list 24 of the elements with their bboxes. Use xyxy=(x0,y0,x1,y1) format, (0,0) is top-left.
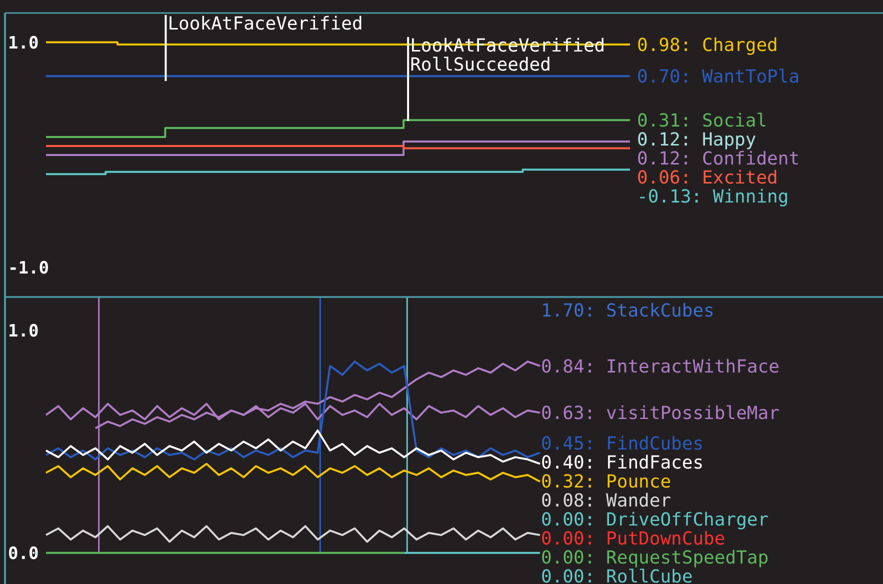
series-label: 0.70: WantToPla xyxy=(637,66,800,88)
legend-label: 0.00: DriveOffCharger xyxy=(541,509,769,530)
series-label: 0.63: visitPossibleMar xyxy=(541,402,780,424)
text: 0.00: RequestSpeedTap xyxy=(541,547,769,568)
series-label: 0.84: InteractWithFace xyxy=(541,356,780,378)
series-label: 0.45: FindCubes xyxy=(541,433,704,454)
annotation: LookAtFaceVerified xyxy=(168,13,363,34)
legend-label: 0.00: PutDownCube xyxy=(541,528,726,550)
series-label: 0.40: FindFaces xyxy=(541,452,704,474)
legend-label: 0.12: Happy xyxy=(637,129,756,150)
legend-label: 1.70: StackCubes xyxy=(541,300,714,322)
series-label: 0.98: Charged xyxy=(637,34,778,56)
y-tick-label: 1.0 xyxy=(8,321,39,342)
series-label: 0.12: Confident xyxy=(637,148,800,170)
series-label: 0.00: RollCube xyxy=(541,566,693,584)
y-tick-label: 0.0 xyxy=(8,544,39,564)
annotation: RollSucceeded xyxy=(410,54,551,76)
series-label: 0.06: Excited xyxy=(637,167,778,188)
series-label: 0.32: Pounce xyxy=(541,471,672,492)
series-label: -0.13: Winning xyxy=(637,186,789,208)
series-label: 0.31: Social xyxy=(637,110,768,132)
y-tick-label: -1.0 xyxy=(8,258,49,279)
series-label: 0.08: Wander xyxy=(541,490,672,512)
y-tick-label: 1.0 xyxy=(8,33,39,54)
